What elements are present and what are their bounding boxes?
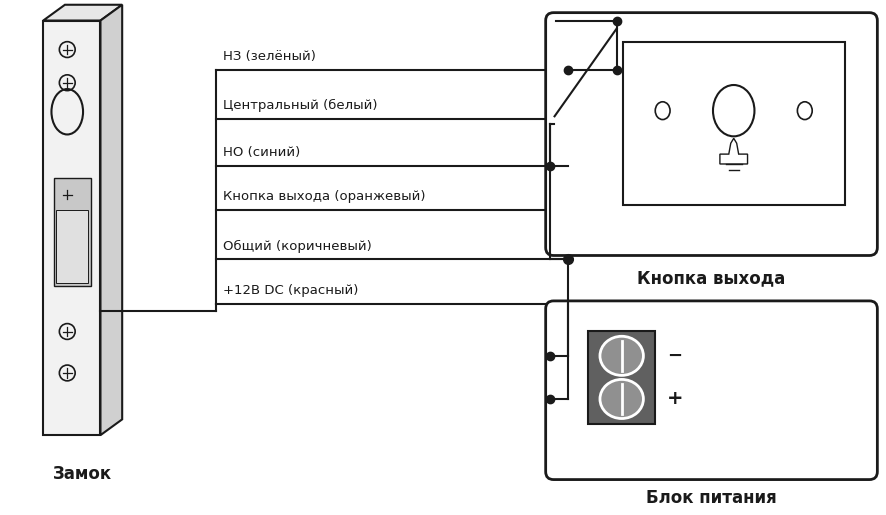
Text: Общий (коричневый): Общий (коричневый) [222, 239, 371, 252]
Text: НО (синий): НО (синий) [222, 146, 299, 159]
FancyBboxPatch shape [545, 13, 876, 255]
Text: Кнопка выхода (оранжевый): Кнопка выхода (оранжевый) [222, 190, 425, 203]
FancyBboxPatch shape [545, 301, 876, 479]
Ellipse shape [599, 380, 642, 419]
Bar [587, 331, 655, 424]
Text: +: + [666, 389, 683, 408]
Text: +12В DC (красный): +12В DC (красный) [222, 284, 358, 297]
Text: Блок питания: Блок питания [645, 489, 776, 507]
Ellipse shape [599, 336, 642, 375]
Text: −: − [666, 347, 681, 365]
Text: Центральный (белый): Центральный (белый) [222, 99, 377, 112]
Text: Кнопка выхода: Кнопка выхода [637, 269, 785, 287]
Polygon shape [57, 211, 88, 283]
Text: НЗ (зелёный): НЗ (зелёный) [222, 50, 315, 63]
Text: Замок: Замок [53, 465, 113, 483]
Bar [622, 42, 843, 205]
Polygon shape [100, 5, 122, 435]
Polygon shape [53, 178, 90, 286]
Polygon shape [43, 5, 122, 21]
Polygon shape [43, 21, 100, 435]
